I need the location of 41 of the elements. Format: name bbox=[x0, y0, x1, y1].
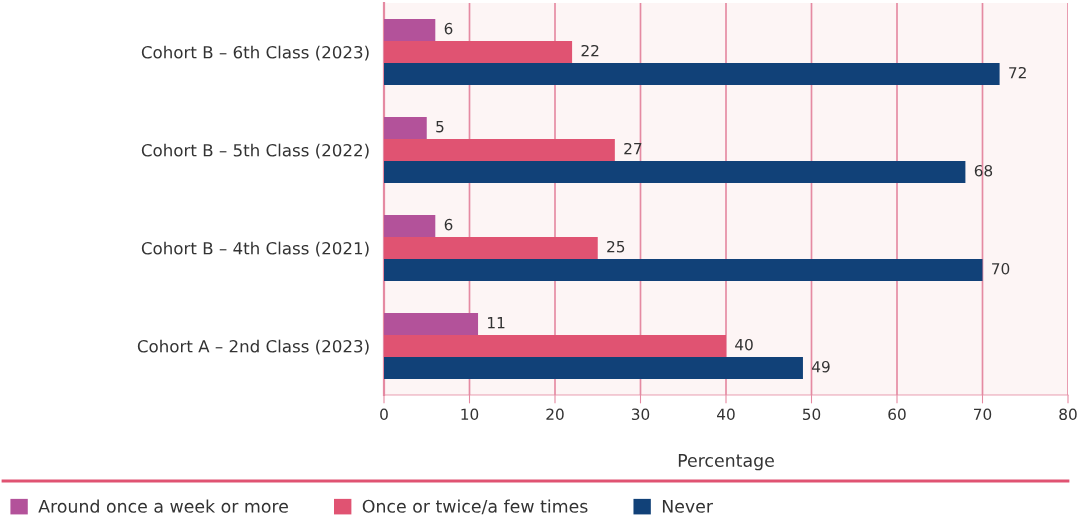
x-tick-label: 0 bbox=[380, 408, 388, 421]
data-label: 11 bbox=[488, 317, 505, 329]
y-tick-label: Cohort B – 5th Class (2022) bbox=[141, 143, 369, 159]
data-label: 70 bbox=[992, 262, 1010, 275]
x-tick-label: 80 bbox=[1059, 408, 1077, 421]
x-axis-title: Percentage bbox=[678, 454, 774, 471]
data-label: 49 bbox=[812, 360, 830, 373]
data-label: 6 bbox=[444, 218, 453, 231]
data-label: 27 bbox=[624, 142, 642, 155]
x-tick-label: 30 bbox=[631, 408, 650, 421]
bar bbox=[384, 214, 436, 237]
bar bbox=[384, 161, 966, 184]
bar bbox=[384, 334, 726, 358]
data-label: 25 bbox=[607, 240, 625, 253]
legend-label: Never bbox=[662, 499, 714, 513]
legend-label: Once or twice/a few times bbox=[362, 499, 588, 515]
data-label: 68 bbox=[974, 164, 993, 177]
x-tick-label: 60 bbox=[888, 408, 906, 421]
bar bbox=[384, 40, 573, 64]
y-tick-label: Cohort B – 6th Class (2023) bbox=[141, 45, 369, 61]
data-label: 40 bbox=[735, 338, 753, 351]
data-label: 72 bbox=[1009, 66, 1026, 79]
bar bbox=[384, 259, 983, 282]
data-label: 22 bbox=[581, 44, 599, 57]
y-tick-label: Cohort A – 2nd Class (2023) bbox=[137, 339, 369, 355]
bar bbox=[384, 63, 1000, 86]
data-label: 6 bbox=[444, 22, 453, 35]
x-tick-label: 20 bbox=[546, 408, 564, 421]
legend-label: Around once a week or more bbox=[38, 499, 288, 513]
x-tick-label: 70 bbox=[974, 408, 992, 421]
bar bbox=[384, 18, 436, 41]
x-tick-label: 50 bbox=[802, 408, 821, 421]
y-tick-label: Cohort B – 4th Class (2021) bbox=[141, 241, 369, 257]
data-label: 5 bbox=[436, 121, 444, 133]
bar bbox=[384, 357, 803, 380]
bar bbox=[384, 312, 479, 335]
bar bbox=[384, 138, 615, 162]
x-tick-label: 10 bbox=[461, 408, 479, 421]
bar bbox=[384, 116, 427, 139]
x-tick-label: 40 bbox=[717, 408, 735, 421]
bar bbox=[384, 236, 598, 260]
